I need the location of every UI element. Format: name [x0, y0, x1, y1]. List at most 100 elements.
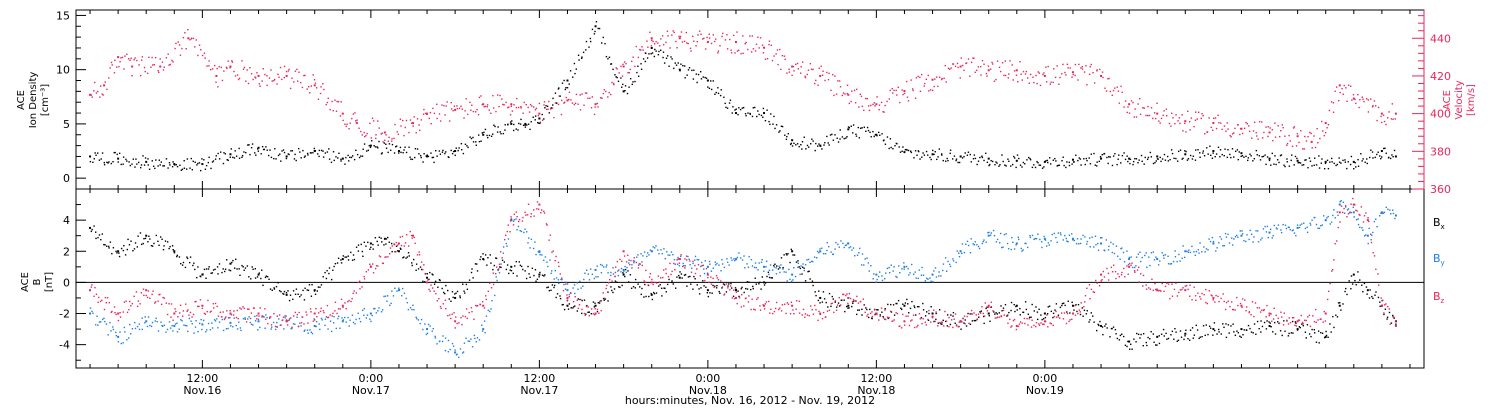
b-bx-dot	[326, 269, 328, 272]
b-by-dot	[411, 308, 413, 311]
b-bz-point	[987, 304, 990, 307]
velocity-dot	[621, 75, 624, 77]
velocity-dot	[296, 68, 298, 71]
b-bx-dot	[196, 276, 198, 279]
velocity-dot	[759, 37, 762, 39]
velocity-dot	[531, 105, 533, 107]
b-bz-dot	[1292, 316, 1295, 319]
velocity-dot	[1166, 115, 1168, 117]
ion-density-dot	[1005, 165, 1007, 167]
velocity-point	[482, 103, 485, 106]
b-by-dot	[620, 267, 623, 270]
b-bx-dot	[500, 266, 502, 269]
b-bz-dot	[684, 258, 686, 260]
b-by-dot	[782, 268, 784, 270]
velocity-dot	[1137, 103, 1139, 105]
b-bx-dot	[965, 325, 968, 327]
b-bx-dot	[1122, 335, 1125, 338]
ion-density-dot	[898, 146, 900, 148]
velocity-dot	[433, 112, 436, 115]
velocity-dot	[952, 63, 955, 65]
b-by-dot	[896, 276, 898, 279]
velocity-dot	[213, 64, 216, 67]
b-by-dot	[146, 325, 149, 328]
b-bz-dot	[1173, 288, 1176, 291]
ion-density-dot	[826, 135, 828, 138]
b-bz-dot	[438, 297, 440, 300]
b-by-dot	[370, 320, 372, 323]
b-by-dot	[642, 255, 644, 257]
ion-density-dot	[806, 144, 809, 147]
b-bx-dot	[1388, 311, 1391, 314]
ion-density-dot	[620, 77, 622, 79]
b-bx-dot	[109, 241, 112, 243]
b-bx-dot	[738, 295, 740, 298]
b-bz-dot	[798, 300, 801, 303]
velocity-dot	[523, 101, 525, 104]
b-bz-dot	[786, 302, 789, 304]
b-bz-dot	[382, 262, 385, 264]
b-by-dot	[783, 271, 785, 273]
b-by-dot	[1145, 252, 1147, 254]
velocity-dot	[901, 89, 903, 91]
b-bx-dot	[508, 272, 510, 275]
b-by-dot	[1212, 240, 1215, 243]
b-by-dot	[655, 245, 657, 247]
b-bz-dot	[1127, 273, 1129, 275]
velocity-dot	[1007, 77, 1009, 79]
b-bx-dot	[353, 258, 356, 261]
b-bx-dot	[459, 296, 461, 299]
ion-density-dot	[680, 63, 682, 65]
velocity-dot	[525, 103, 527, 106]
b-by-dot	[595, 276, 597, 278]
b-bz-dot	[733, 289, 735, 291]
ion-density-dot	[955, 158, 958, 160]
velocity-dot	[1033, 81, 1035, 84]
b-bx-dot	[692, 288, 694, 290]
b-by-dot	[534, 241, 536, 243]
velocity-dot	[1282, 127, 1284, 129]
b-bx-dot	[334, 262, 337, 265]
velocity-dot	[1248, 125, 1250, 127]
velocity-dot	[629, 68, 631, 71]
velocity-dot	[912, 89, 914, 92]
velocity-dot	[539, 121, 542, 123]
ion-density-dot	[328, 158, 331, 160]
b-bx-dot	[262, 284, 264, 287]
b-bz-dot	[1340, 205, 1343, 207]
b-bz-dot	[237, 317, 239, 320]
ion-density-dot	[921, 156, 923, 158]
b-by-dot	[519, 230, 521, 232]
velocity-point	[454, 108, 457, 111]
ion-density-dot	[532, 116, 534, 118]
b-by-dot	[1047, 242, 1050, 244]
b-bz-dot	[323, 311, 325, 314]
b-by-dot	[461, 352, 464, 354]
b-bx-dot	[1097, 323, 1099, 326]
velocity-dot	[413, 116, 415, 118]
ion-density-dot	[283, 151, 286, 154]
b-bx-dot	[1279, 330, 1282, 332]
b-bx-dot	[103, 243, 105, 246]
b-by-dot	[903, 262, 905, 264]
b-by-dot	[1304, 227, 1307, 230]
velocity-dot	[503, 104, 505, 106]
ion-density-dot	[729, 99, 732, 101]
velocity-dot	[650, 45, 653, 47]
b-bz-dot	[982, 312, 985, 315]
ion-density-dot	[1206, 147, 1208, 149]
b-bz-dot	[1152, 289, 1155, 292]
b-bx-point	[426, 276, 429, 279]
b-bz-dot	[1010, 326, 1012, 328]
ion-density-dot	[1217, 146, 1220, 148]
b-bx-dot	[969, 323, 972, 325]
b-bz-dot	[146, 296, 149, 299]
b-bx-dot	[1205, 324, 1207, 326]
b-bx-dot	[402, 257, 404, 259]
ion-density-dot	[1290, 159, 1292, 162]
b-bx-dot	[730, 282, 732, 285]
ion-density-dot	[1018, 157, 1020, 160]
ion-density-dot	[640, 68, 643, 70]
b-by-dot	[692, 262, 694, 265]
b-by-dot	[603, 266, 605, 268]
